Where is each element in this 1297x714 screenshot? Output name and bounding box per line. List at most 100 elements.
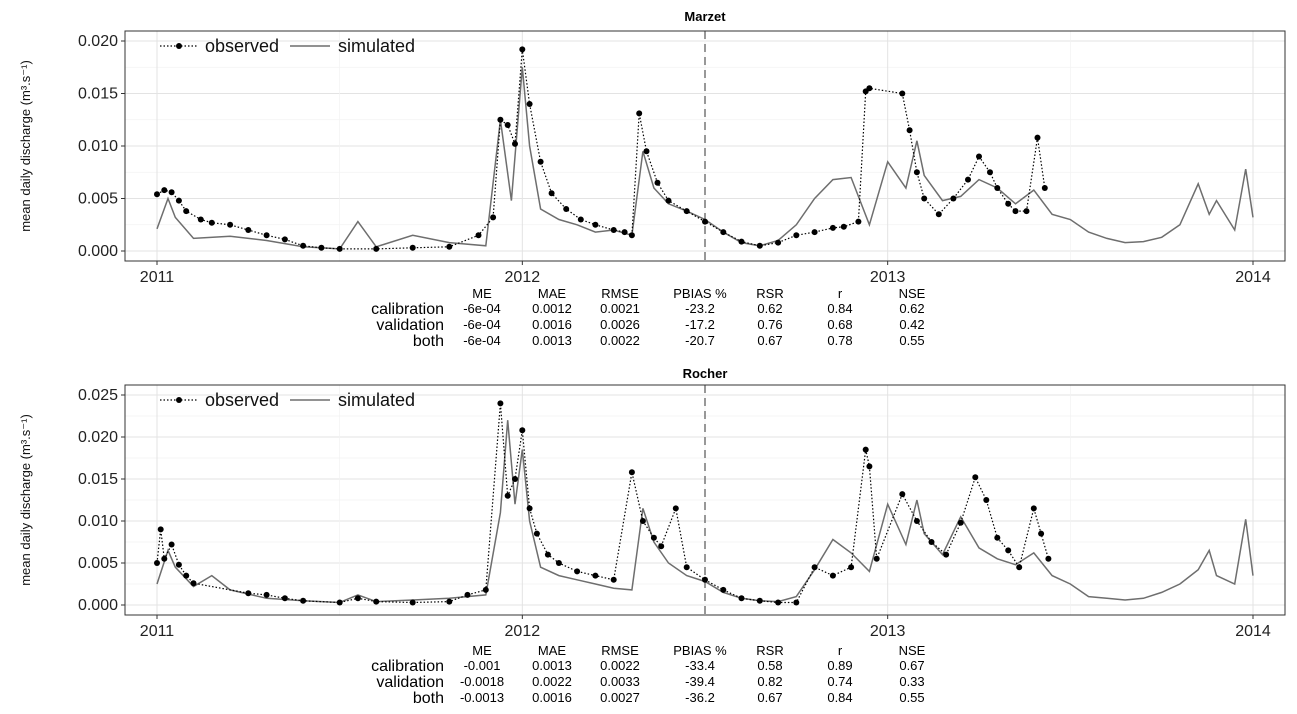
observed-point [738, 595, 745, 602]
stats-row-label: validation [376, 317, 444, 334]
panel-title: Rocher [683, 366, 728, 381]
observed-point [965, 176, 971, 183]
observed-point [921, 195, 928, 202]
observed-point [318, 244, 325, 251]
x-tick-label: 2014 [1235, 269, 1271, 286]
observed-point [756, 242, 763, 249]
stats-cell: -0.0018 [460, 674, 504, 689]
y-tick-label: 0.025 [78, 387, 118, 404]
y-tick-label: 0.005 [78, 191, 118, 208]
observed-point [1005, 547, 1012, 554]
observed-point [464, 591, 471, 598]
y-tick-label: 0.000 [78, 597, 118, 614]
stats-cell: 0.74 [827, 674, 852, 689]
stats-cell: -17.2 [685, 317, 715, 332]
observed-point [227, 221, 234, 228]
observed-point [913, 518, 920, 524]
observed-point [183, 572, 190, 579]
observed-point [175, 561, 182, 568]
observed-point [504, 122, 511, 128]
observed-point [592, 221, 599, 228]
observed-point [702, 218, 708, 225]
observed-point [577, 216, 584, 223]
stats-cell: 0.62 [757, 301, 782, 316]
y-tick-label: 0.015 [78, 86, 118, 103]
y-tick-label: 0.020 [78, 33, 118, 50]
stats-header: RMSE [601, 643, 639, 658]
stats-cell: 0.82 [757, 674, 782, 689]
stats-cell: 0.68 [827, 317, 852, 332]
observed-point [899, 491, 906, 498]
stats-header: RSR [756, 286, 783, 301]
stats-header: r [838, 286, 843, 301]
observed-point [245, 227, 252, 233]
stats-cell: -6e-04 [463, 317, 501, 332]
stats-cell: 0.62 [899, 301, 924, 316]
observed-point [650, 534, 657, 541]
legend: observed simulated [160, 390, 415, 410]
panel-rocher: 0.000 0.005 0.010 0.015 0.020 0.025 2011 2012 20… [18, 366, 1286, 707]
stats-cell: 0.84 [827, 690, 852, 705]
observed-point [943, 551, 950, 558]
observed-point [592, 572, 599, 579]
observed-point [157, 526, 164, 533]
observed-point [1045, 555, 1052, 562]
observed-point [811, 564, 818, 571]
stats-row-label: validation [376, 674, 444, 691]
x-tick-label: 2012 [505, 269, 541, 286]
observed-point [161, 555, 168, 562]
stats-cell: 0.0026 [600, 317, 640, 332]
observed-point [475, 232, 482, 239]
observed-point [154, 191, 160, 198]
plot-frame [124, 384, 1286, 616]
y-axis-label: mean daily discharge (m³.s⁻¹) [18, 60, 33, 232]
stats-cell: 0.0022 [600, 333, 640, 348]
stats-cell: 0.55 [899, 333, 924, 348]
observed-point [490, 214, 497, 221]
observed-point [519, 46, 526, 53]
observed-point [446, 243, 453, 250]
observed-point [208, 219, 215, 226]
stats-cell: -6e-04 [463, 301, 501, 316]
observed-point [793, 232, 800, 239]
observed-point [497, 400, 504, 407]
stats-row-label: both [413, 690, 444, 707]
legend-observed-label: observed [205, 36, 279, 56]
stats-cell: 0.76 [757, 317, 782, 332]
legend-simulated-label: simulated [338, 390, 415, 410]
observed-point [197, 216, 204, 223]
stats-cell: 0.0022 [532, 674, 572, 689]
observed-point [636, 110, 643, 117]
observed-point [175, 197, 182, 204]
observed-point [866, 85, 873, 92]
stats-cell: -20.7 [685, 333, 715, 348]
legend-observed-label: observed [205, 390, 279, 410]
y-tick-label: 0.010 [78, 513, 118, 530]
stats-cell: 0.67 [757, 690, 782, 705]
observed-point [409, 599, 416, 606]
stats-row-label: calibration [371, 301, 444, 318]
observed-point [983, 497, 990, 503]
observed-point [775, 239, 782, 246]
observed-point [544, 551, 551, 558]
observed-point [533, 530, 540, 537]
observed-point [720, 586, 727, 593]
observed-point [300, 242, 307, 249]
legend-simulated-label: simulated [338, 36, 415, 56]
stats-cell: 0.42 [899, 317, 924, 332]
observed-point [190, 580, 197, 587]
observed-point [913, 169, 920, 176]
observed-point [281, 236, 288, 243]
observed-point [972, 474, 979, 481]
observed-point [263, 591, 270, 598]
observed-point [987, 169, 993, 176]
stats-header: PBIAS % [673, 643, 727, 658]
observed-point [168, 189, 175, 196]
observed-point [1012, 208, 1019, 215]
stats-cell: 0.0027 [600, 690, 640, 705]
observed-point [628, 469, 635, 476]
x-tick-label: 2012 [505, 623, 541, 640]
stats-cell: 0.58 [757, 658, 782, 673]
observed-point [526, 505, 533, 512]
